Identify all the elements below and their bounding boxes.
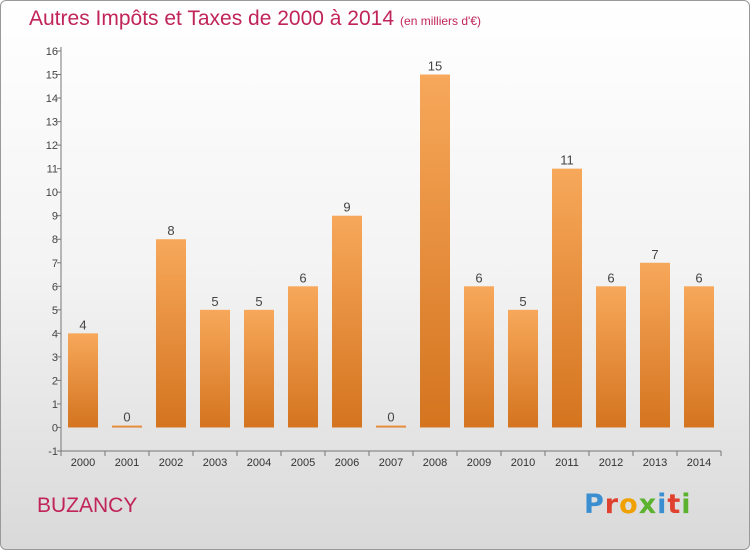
bar-2007 <box>376 425 406 428</box>
chart-title: Autres Impôts et Taxes de 2000 à 2014 (en… <box>29 7 481 31</box>
x-tick-label: 2011 <box>555 457 579 469</box>
y-tick-label: 9 <box>52 211 58 223</box>
bar-2014 <box>684 286 714 428</box>
y-tick-label: 10 <box>46 187 58 199</box>
bar-2000 <box>68 333 98 428</box>
bar-value-label: 5 <box>255 294 262 309</box>
x-tick-label: 2004 <box>247 457 271 469</box>
bar-value-label: 6 <box>695 270 702 285</box>
x-tick-label: 2007 <box>379 457 403 469</box>
bar-2010 <box>508 309 538 428</box>
x-tick-label: 2009 <box>467 457 491 469</box>
bar-2011 <box>552 168 582 428</box>
x-tick-label: 2002 <box>159 457 183 469</box>
chart-title-text: Autres Impôts et Taxes de 2000 à 2014 <box>29 7 395 30</box>
x-tick-label: 2010 <box>511 457 535 469</box>
x-tick-label: 2005 <box>291 457 315 469</box>
chart-unit: (en milliers d'€) <box>400 14 482 28</box>
y-tick-label: 6 <box>52 281 58 293</box>
x-tick-label: 2014 <box>687 457 711 469</box>
bar-value-label: 6 <box>299 270 306 285</box>
bar-2003 <box>200 309 230 428</box>
x-tick-label: 2003 <box>203 457 227 469</box>
y-tick-label: 11 <box>47 164 58 176</box>
bar-value-label: 7 <box>651 247 658 262</box>
bar-2002 <box>156 239 186 428</box>
place-name: BUZANCY <box>37 494 138 517</box>
bar-2004 <box>244 309 274 428</box>
y-tick-label: 12 <box>46 140 58 152</box>
bar-value-label: 0 <box>387 409 394 424</box>
bar-value-label: 0 <box>123 409 130 424</box>
bar-2008 <box>420 74 450 428</box>
y-tick-label: -1 <box>48 446 58 458</box>
x-tick-label: 2013 <box>643 457 667 469</box>
bar-value-label: 9 <box>343 200 350 215</box>
y-tick-label: 1 <box>52 399 58 411</box>
y-tick-label: 4 <box>52 328 58 340</box>
bar-2012 <box>596 286 626 428</box>
y-tick-label: 8 <box>52 234 58 246</box>
x-tick-label: 2006 <box>335 457 359 469</box>
x-tick-label: 2000 <box>71 457 95 469</box>
bar-2013 <box>640 262 670 428</box>
y-tick-label: 14 <box>46 93 58 105</box>
bar-value-label: 5 <box>519 294 526 309</box>
y-tick-label: 0 <box>52 422 58 434</box>
bar-value-label: 15 <box>428 59 442 74</box>
bar-value-label: 8 <box>167 223 174 238</box>
bar-value-label: 6 <box>475 270 482 285</box>
y-tick-label: 5 <box>52 305 58 317</box>
y-tick-label: 16 <box>46 46 58 58</box>
bars-layer: 4 0 8 5 5 6 9 0 15 6 5 11 6 7 6 <box>68 59 714 428</box>
bar-value-label: 5 <box>211 294 218 309</box>
bar-value-label: 11 <box>560 153 574 168</box>
y-tick-label: 15 <box>46 70 58 82</box>
y-tick-label: 2 <box>52 375 58 387</box>
bar-2006 <box>332 215 362 428</box>
bar-2009 <box>464 286 494 428</box>
y-tick-label: 3 <box>52 352 58 364</box>
y-tick-label: 7 <box>52 258 58 270</box>
x-tick-label: 2012 <box>599 457 623 469</box>
proxiti-logo[interactable]: Proxiti <box>584 489 692 520</box>
x-tick-label: 2001 <box>115 457 139 469</box>
x-tick-label: 2008 <box>423 457 447 469</box>
y-tick-label: 13 <box>46 117 58 129</box>
bar-value-label: 6 <box>607 270 614 285</box>
bar-2005 <box>288 286 318 428</box>
bar-2001 <box>112 425 142 428</box>
bar-value-label: 4 <box>79 317 86 332</box>
